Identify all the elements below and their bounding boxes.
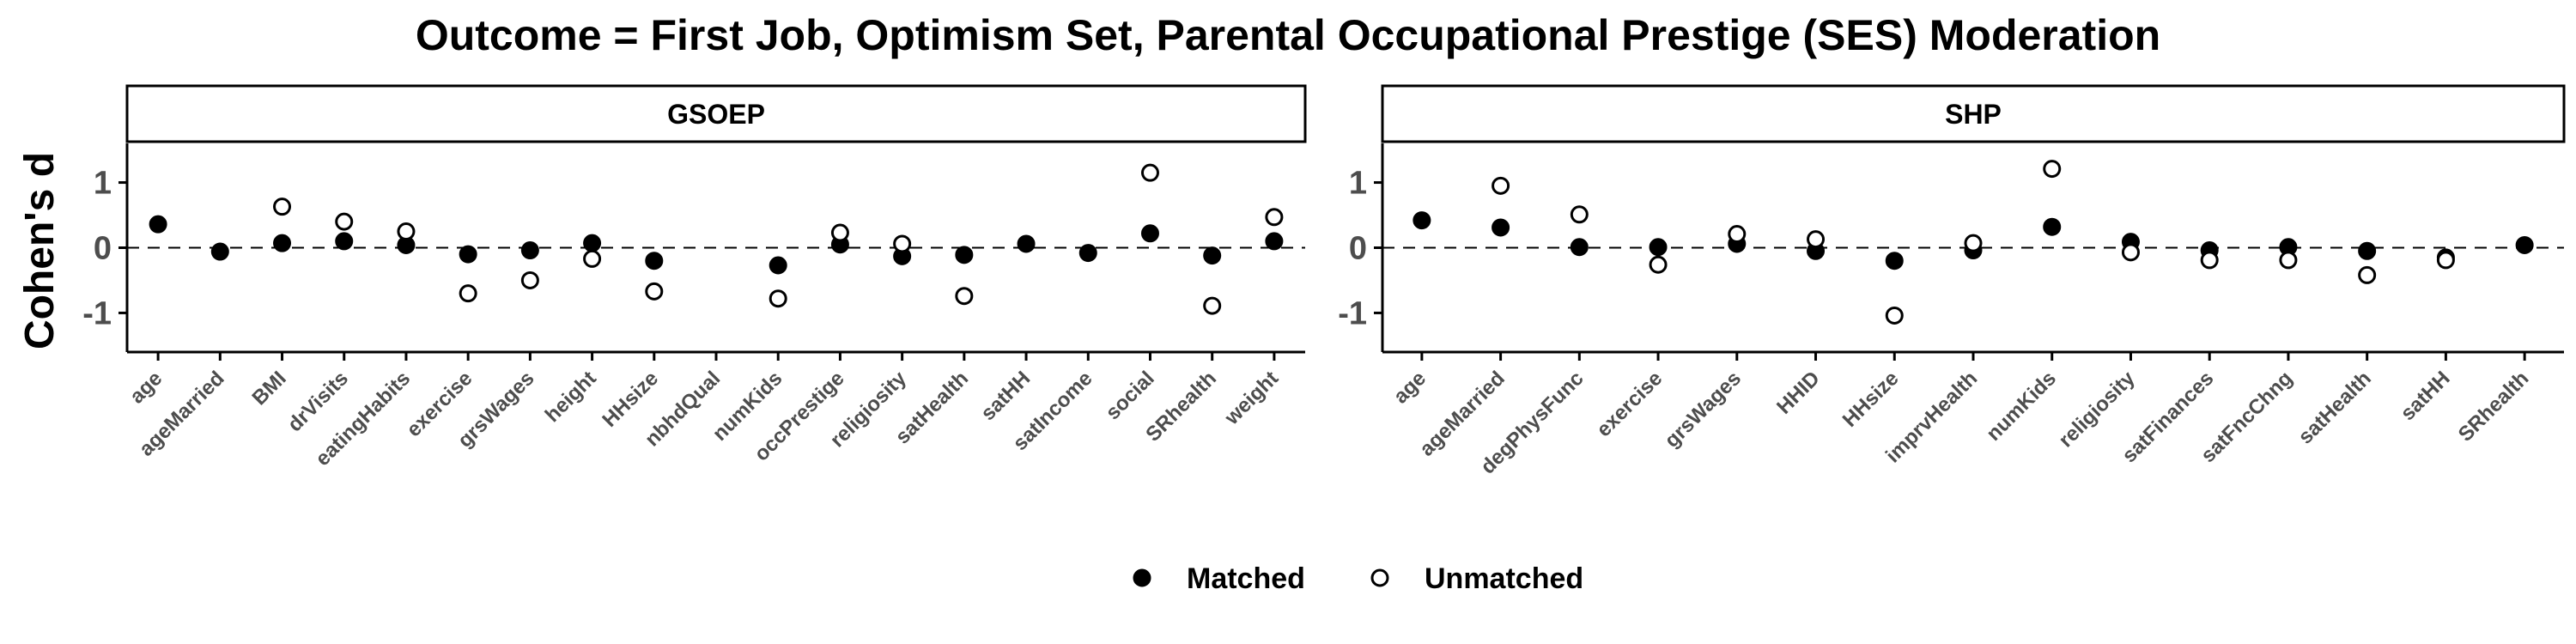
unmatched-point [2043, 160, 2062, 179]
matched-point [1265, 232, 1284, 251]
x-tick-label: HHsize [1838, 367, 1904, 432]
x-tick-label: weight [1220, 367, 1284, 430]
x-tick-label: HHID [1772, 367, 1825, 419]
panel-strip-label: GSOEP [667, 99, 765, 130]
x-tick-label: satHH [976, 367, 1035, 425]
unmatched-point [893, 234, 912, 253]
matched-point [1492, 218, 1510, 237]
matched-point [645, 252, 664, 270]
matched-point [459, 245, 477, 264]
legend-key-matched [1133, 568, 1151, 587]
x-tick-label: numKids [1982, 367, 2061, 446]
panel-strip [1381, 84, 2566, 143]
legend: Matched Unmatched [1133, 562, 1583, 595]
x-tick-label: BMI [248, 367, 291, 410]
legend-label-matched: Matched [1187, 562, 1305, 595]
x-tick-label: satHH [2397, 367, 2455, 425]
chart-title: Outcome = First Job, Optimism Set, Paren… [416, 11, 2160, 59]
unmatched-point [583, 249, 602, 268]
matched-point [335, 232, 354, 251]
unmatched-point [1492, 176, 1510, 195]
x-tick-label: age [1389, 367, 1431, 408]
matched-point [1203, 246, 1222, 265]
matched-point [2358, 241, 2377, 260]
unmatched-point [1140, 163, 1159, 182]
x-tick-label: height [541, 367, 601, 427]
matched-point [1078, 244, 1097, 263]
unmatched-point [520, 270, 539, 289]
matched-point [1649, 238, 1668, 257]
panel-strip [125, 84, 1307, 143]
matched-point [273, 234, 292, 252]
unmatched-point [1203, 296, 1222, 315]
unmatched-point [1885, 306, 1904, 325]
unmatched-point [1649, 255, 1668, 274]
unmatched-point [1265, 208, 1284, 227]
x-tick-label: age [125, 367, 167, 408]
unmatched-point [2436, 251, 2455, 270]
panel-strip-label: SHP [1945, 99, 2002, 130]
x-tick-label: social [1102, 367, 1159, 424]
unmatched-point [645, 282, 664, 301]
x-tick-label: grsWages [1660, 367, 1746, 453]
y-tick-label: 0 [1349, 231, 1367, 267]
x-tick-label: satHealth [2293, 367, 2375, 448]
unmatched-point [2279, 251, 2298, 270]
matched-point [520, 241, 539, 260]
unmatched-point [397, 222, 416, 241]
matched-point [1570, 238, 1589, 257]
y-tick-label: -1 [1338, 295, 1367, 331]
matched-point [1885, 252, 1904, 270]
matched-point [1140, 224, 1159, 243]
legend-label-unmatched: Unmatched [1425, 562, 1583, 595]
matched-point [583, 234, 602, 252]
matched-point [2043, 217, 2062, 236]
x-tick-label: SRhealth [2454, 367, 2534, 447]
x-tick-label: exercise [1592, 367, 1667, 441]
unmatched-point [1807, 230, 1826, 249]
unmatched-point [1570, 205, 1589, 224]
matched-point [210, 242, 229, 261]
matched-point [769, 256, 787, 275]
legend-key-unmatched [1370, 568, 1389, 587]
unmatched-point [273, 197, 292, 216]
unmatched-point [955, 287, 974, 306]
unmatched-point [2121, 243, 2140, 262]
y-tick-label: 1 [1349, 166, 1367, 202]
unmatched-point [830, 223, 849, 242]
y-tick-label: -1 [82, 295, 112, 331]
unmatched-point [335, 212, 354, 231]
y-tick-label: 1 [94, 166, 112, 202]
unmatched-point [2200, 251, 2219, 270]
matched-point [1413, 211, 1431, 230]
matched-point [1017, 234, 1036, 253]
matched-point [2515, 235, 2534, 254]
unmatched-point [1728, 225, 1747, 244]
unmatched-point [2358, 265, 2377, 284]
y-tick-label: 0 [94, 231, 112, 267]
x-tick-label: religiosity [2054, 367, 2140, 453]
y-axis-label: Cohen's d [17, 152, 63, 349]
matched-point [955, 246, 974, 264]
unmatched-point [1964, 234, 1983, 252]
unmatched-point [459, 284, 477, 303]
unmatched-point [769, 289, 787, 308]
matched-point [149, 215, 167, 234]
